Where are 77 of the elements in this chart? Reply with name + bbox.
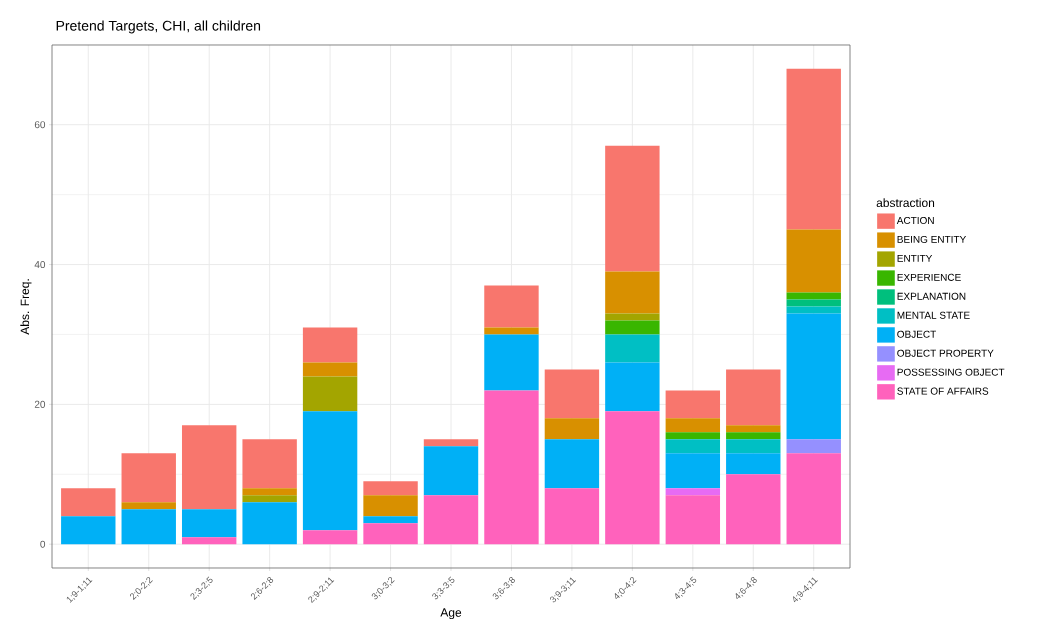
legend-label: POSSESSING OBJECT xyxy=(897,368,1005,376)
chart-title: Pretend Targets, CHI, all children xyxy=(56,20,261,34)
bar xyxy=(242,495,297,503)
y-axis-title: Abs. Freq. xyxy=(20,279,32,335)
bar xyxy=(665,495,721,545)
bar xyxy=(423,495,479,545)
bar xyxy=(665,432,721,440)
bar xyxy=(363,495,418,517)
bar xyxy=(121,453,176,503)
y-tick-label: 20 xyxy=(34,400,46,408)
bar xyxy=(726,425,781,433)
bar xyxy=(363,516,418,524)
bar xyxy=(665,418,721,433)
bar xyxy=(544,418,600,440)
y-tick-label: 60 xyxy=(34,121,46,129)
legend-label: EXPLANATION xyxy=(897,292,966,300)
bar xyxy=(665,453,721,489)
bar xyxy=(786,313,841,440)
legend-label: BEING ENTITY xyxy=(897,235,967,243)
bar xyxy=(726,439,781,454)
bar xyxy=(786,453,841,545)
bar xyxy=(605,362,660,412)
bar xyxy=(605,145,660,272)
bar xyxy=(726,432,781,440)
legend-label: ACTION xyxy=(896,216,934,224)
bar xyxy=(121,509,176,545)
bar xyxy=(302,376,358,412)
bar xyxy=(484,285,539,328)
x-axis-title: Age xyxy=(440,608,462,620)
bar xyxy=(605,313,660,321)
bar xyxy=(544,439,600,489)
legend-label: ENTITY xyxy=(897,254,933,262)
bar xyxy=(726,369,781,426)
bar xyxy=(181,537,237,545)
legend-label: OBJECT PROPERTY xyxy=(897,349,994,357)
bar xyxy=(605,271,660,314)
bar xyxy=(786,306,841,314)
bar xyxy=(302,530,358,545)
bar xyxy=(665,390,721,419)
y-tick-label: 0 xyxy=(40,540,46,548)
legend-label: STATE OF AFFAIRS xyxy=(897,387,989,395)
bar xyxy=(302,411,358,531)
bar xyxy=(605,320,660,335)
bar xyxy=(786,439,841,454)
legend-label: OBJECT xyxy=(897,330,936,338)
bar xyxy=(423,439,479,447)
legend-title: abstraction xyxy=(876,198,935,208)
bar xyxy=(484,390,539,545)
bar xyxy=(484,327,539,335)
bar xyxy=(665,488,721,496)
bar xyxy=(544,488,600,545)
bar xyxy=(242,488,297,496)
bar xyxy=(61,488,116,517)
bar xyxy=(121,502,176,510)
bar xyxy=(242,502,297,545)
bar xyxy=(605,411,660,545)
bar xyxy=(363,523,418,545)
bar xyxy=(726,474,781,545)
bar xyxy=(61,516,116,545)
legend-label: EXPERIENCE xyxy=(897,273,961,281)
y-tick-label: 40 xyxy=(34,261,46,269)
bar xyxy=(605,334,660,363)
bar xyxy=(726,453,781,475)
bar xyxy=(302,362,358,377)
bar xyxy=(181,509,237,538)
bar xyxy=(484,334,539,391)
bar xyxy=(786,68,841,230)
bar xyxy=(544,369,600,419)
bar xyxy=(786,299,841,307)
bar xyxy=(786,229,841,293)
bar xyxy=(181,425,237,510)
bar xyxy=(423,446,479,496)
bar xyxy=(302,327,358,363)
legend-label: MENTAL STATE xyxy=(897,311,970,319)
bar xyxy=(665,439,721,454)
bar xyxy=(363,481,418,496)
bar xyxy=(242,439,297,489)
